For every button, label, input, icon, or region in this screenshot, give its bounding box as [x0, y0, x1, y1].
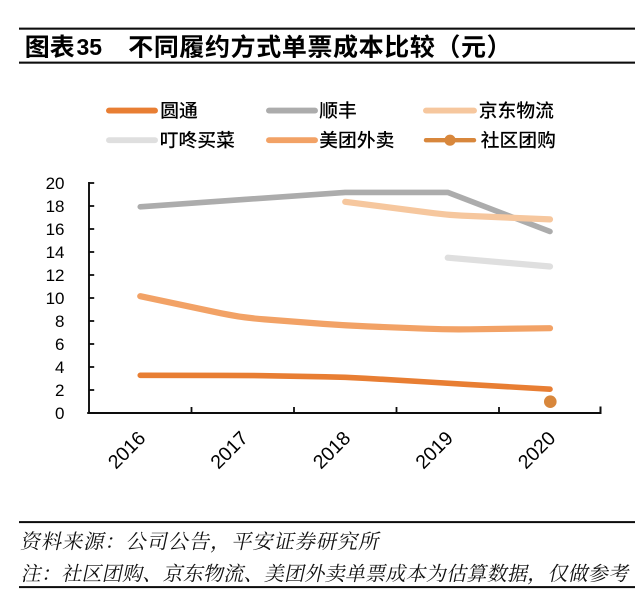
svg-text:0: 0 [55, 404, 64, 423]
svg-text:2: 2 [55, 381, 64, 400]
svg-text:4: 4 [55, 358, 64, 377]
svg-text:8: 8 [55, 312, 64, 331]
svg-text:14: 14 [46, 243, 65, 262]
svg-text:16: 16 [46, 220, 65, 239]
svg-text:18: 18 [46, 197, 65, 216]
svg-text:20: 20 [46, 174, 65, 193]
svg-text:12: 12 [46, 266, 65, 285]
svg-text:10: 10 [46, 289, 65, 308]
svg-text:6: 6 [55, 335, 64, 354]
svg-text:35: 35 [77, 34, 103, 60]
